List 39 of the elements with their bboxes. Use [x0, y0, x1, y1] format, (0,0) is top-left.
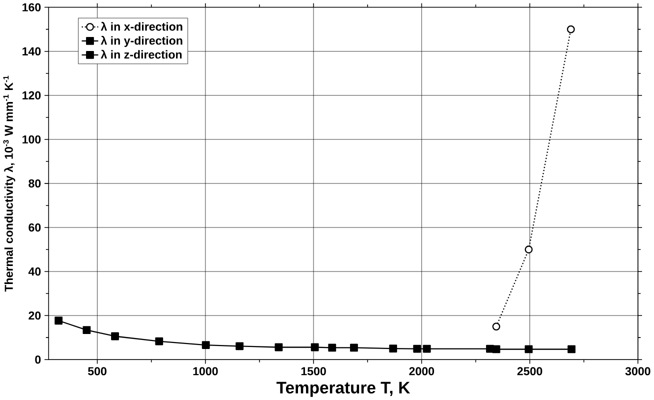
x-tick-label: 1000: [193, 367, 218, 376]
x-axis-title: Temperature T, K: [276, 382, 410, 397]
point: [274, 343, 283, 352]
point: [524, 345, 533, 354]
point: [202, 341, 210, 349]
y-tick-label: 0: [35, 355, 41, 364]
point: [155, 337, 164, 346]
legend-label: λ in x-direction: [100, 22, 182, 31]
point: [111, 332, 119, 340]
point: [422, 344, 431, 353]
point: [492, 322, 500, 330]
y-tick-label: 120: [22, 91, 41, 100]
point: [54, 316, 63, 325]
point: [350, 344, 358, 352]
x-tick-label: 2000: [409, 367, 434, 376]
x-tick-label: 2500: [517, 367, 542, 376]
point: [236, 342, 244, 350]
x-tick-label: 1500: [301, 367, 326, 376]
y-axis-title: Thermal conductivity λ, 10$^{-3}$ W mm$^{-1}$ K$^{-1}$: [3, 76, 16, 292]
y-tick-label: 160: [22, 3, 41, 12]
point: [328, 344, 336, 352]
point: [389, 344, 398, 353]
point: [568, 345, 576, 354]
point: [524, 246, 533, 254]
point: [566, 25, 575, 34]
y-tick-label: 40: [28, 267, 41, 276]
x-tick-label: 500: [88, 367, 106, 376]
y-tick-label: 140: [22, 47, 41, 56]
y-tick-label: 80: [28, 179, 41, 188]
legend-label: λ in z-direction: [100, 50, 182, 59]
point: [492, 345, 500, 354]
y-tick-label: 60: [28, 223, 41, 232]
point: [310, 343, 319, 352]
y-tick-label: 100: [22, 135, 41, 144]
legend-label: λ in y-direction: [100, 36, 182, 47]
point: [413, 344, 422, 353]
x-tick-label: 3000: [625, 367, 650, 376]
point: [82, 326, 91, 334]
y-tick-label: 20: [28, 311, 41, 320]
